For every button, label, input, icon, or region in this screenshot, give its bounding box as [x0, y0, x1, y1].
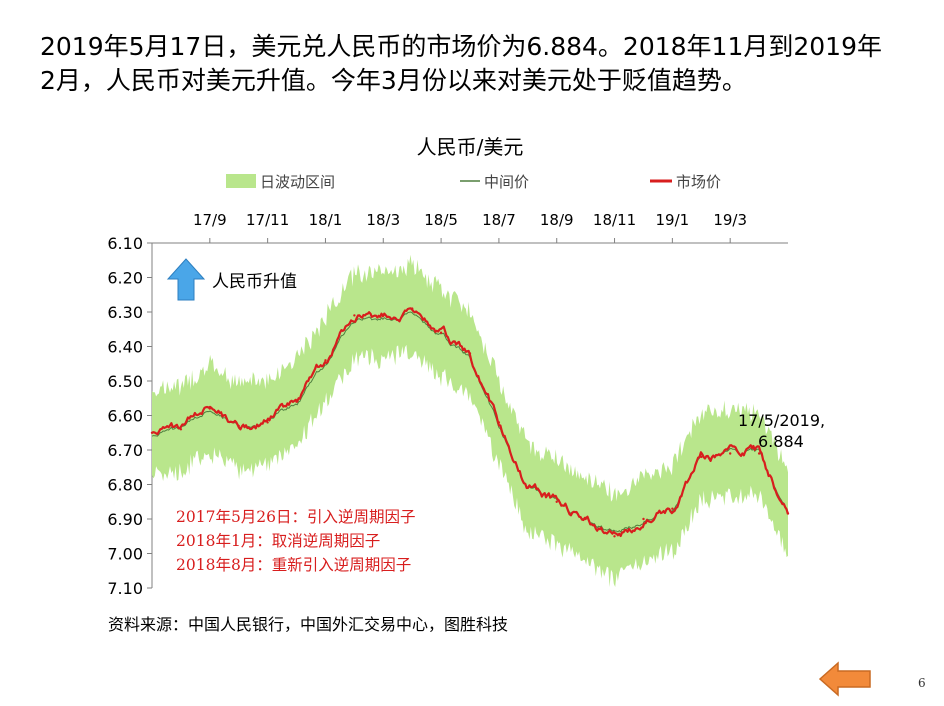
- market-point: [179, 428, 183, 431]
- market-point: [150, 431, 154, 434]
- slide-number: 6: [918, 676, 926, 690]
- last-point-value: 6.884: [758, 432, 804, 451]
- x-tick-label: 17/11: [246, 211, 289, 229]
- market-point: [468, 352, 472, 355]
- x-tick-label: 18/11: [593, 211, 636, 229]
- y-tick-label: 6.90: [107, 510, 143, 529]
- x-tick-label: 18/5: [424, 211, 458, 229]
- up-arrow-icon: [166, 258, 206, 301]
- x-tick-label: 19/1: [656, 211, 690, 229]
- y-tick-label: 7.00: [107, 545, 143, 564]
- market-point: [237, 424, 240, 428]
- market-point: [671, 507, 674, 510]
- legend-band-swatch: [226, 174, 256, 188]
- y-tick-label: 6.10: [107, 234, 143, 253]
- legend-central-label: 中间价: [484, 173, 529, 191]
- legend-band-label: 日波动区间: [260, 173, 335, 191]
- policy-note: 2018年1月：取消逆周期因子: [176, 532, 380, 550]
- legend-market-label: 市场价: [676, 173, 721, 191]
- y-tick-label: 6.40: [107, 338, 143, 357]
- market-point: [700, 455, 703, 459]
- appreciation-label: 人民币升值: [212, 272, 297, 292]
- policy-note: 2017年5月26日：引入逆周期因子: [176, 508, 416, 526]
- market-point: [584, 517, 587, 521]
- market-point: [266, 421, 269, 424]
- market-point: [757, 452, 761, 455]
- y-tick-label: 7.10: [107, 579, 143, 598]
- market-point: [526, 486, 529, 490]
- headline-line-2: 2月，人民币对美元升值。今年3月份以来对美元处于贬值趋势。: [40, 66, 747, 95]
- market-point: [411, 307, 414, 310]
- market-point: [353, 314, 356, 317]
- x-tick-label: 18/1: [309, 211, 343, 229]
- back-button[interactable]: [818, 661, 872, 701]
- x-tick-label: 18/7: [482, 211, 516, 229]
- y-tick-label: 6.30: [107, 303, 143, 322]
- y-tick-label: 6.50: [107, 372, 143, 391]
- market-point: [786, 512, 790, 515]
- market-point: [382, 314, 385, 317]
- x-tick-label: 18/3: [366, 211, 400, 229]
- x-tick-label: 18/9: [540, 211, 574, 229]
- market-point: [324, 359, 327, 362]
- y-tick-label: 6.70: [107, 441, 143, 460]
- policy-note: 2018年8月：重新引入逆周期因子: [176, 556, 411, 574]
- market-point: [497, 421, 501, 424]
- x-tick-label: 17/9: [193, 211, 227, 229]
- band-area: [152, 254, 788, 588]
- y-tick-label: 6.20: [107, 269, 143, 288]
- market-point: [439, 331, 443, 334]
- market-point: [613, 535, 616, 538]
- market-point: [642, 517, 645, 521]
- y-tick-label: 6.80: [107, 476, 143, 495]
- last-point-date: 17/5/2019,: [738, 411, 825, 430]
- market-point: [729, 452, 732, 455]
- headline-line-1: 2019年5月17日，美元兑人民币的市场价为6.884。2018年11月到201…: [40, 32, 882, 61]
- source-text: 资料来源：中国人民银行，中国外汇交易中心，图胜科技: [108, 615, 508, 634]
- market-point: [555, 500, 558, 503]
- market-point: [208, 407, 211, 410]
- left-arrow-icon: [818, 661, 871, 697]
- market-rate-line: [151, 307, 790, 538]
- headline: 2019年5月17日，美元兑人民币的市场价为6.884。2018年11月到201…: [40, 30, 920, 98]
- y-tick-label: 6.60: [107, 407, 143, 426]
- chart-title: 人民币/美元: [417, 135, 524, 159]
- x-tick-label: 19/3: [713, 211, 747, 229]
- market-point: [295, 400, 298, 403]
